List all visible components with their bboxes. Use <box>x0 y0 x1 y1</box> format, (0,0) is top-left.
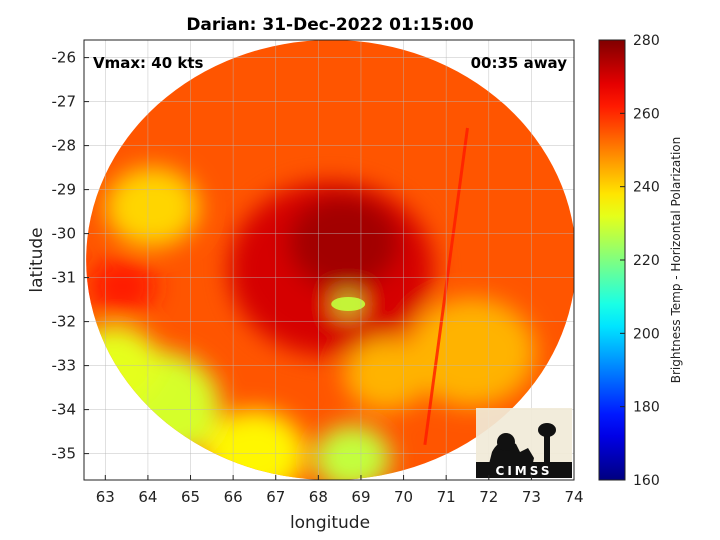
x-axis-ticks: 63 64 65 66 67 68 69 70 71 72 73 74 <box>96 475 584 506</box>
x-tick-label: 68 <box>309 488 328 506</box>
y-tick-label: -33 <box>52 357 77 375</box>
y-tick-label: -35 <box>52 445 77 463</box>
x-tick-label: 74 <box>564 488 583 506</box>
colorbar-tick-label: 260 <box>633 106 660 122</box>
x-tick-label: 63 <box>96 488 115 506</box>
colorbar-tick-label: 280 <box>633 33 660 49</box>
chart-title: Darian: 31-Dec-2022 01:15:00 <box>186 15 474 35</box>
colorbar-label: Brightness Temp - Horizontal Polarizatio… <box>669 137 683 384</box>
colorbar-tick-label: 220 <box>633 253 660 269</box>
colorbar-tick-label: 180 <box>633 400 660 416</box>
y-axis-label: latitude <box>27 227 47 292</box>
x-tick-label: 66 <box>224 488 243 506</box>
plot-frame <box>83 39 575 481</box>
swath-feature <box>407 298 536 407</box>
y-tick-label: -32 <box>52 313 77 331</box>
colorbar-tick-label: 200 <box>633 326 660 342</box>
time-away-annotation: 00:35 away <box>471 54 568 72</box>
swath-feature <box>314 425 391 480</box>
x-tick-label: 73 <box>522 488 541 506</box>
swath-feature <box>88 257 157 316</box>
y-tick-label: -26 <box>52 49 77 67</box>
logo-dish <box>497 433 515 451</box>
cimss-logo: CIMSS <box>476 408 572 478</box>
swath-feature <box>288 195 400 290</box>
y-tick-label: -30 <box>52 225 77 243</box>
logo-tower <box>544 434 550 466</box>
colorbar: 280 260 240 220 200 180 160 Brightness Temp - … <box>598 33 683 489</box>
logo-band <box>476 462 572 478</box>
y-tick-label: -28 <box>52 137 77 155</box>
swath-feature <box>105 167 200 248</box>
swath-feature <box>343 338 430 411</box>
colorbar-tick-label: 240 <box>633 180 660 196</box>
logo-text: CIMSS <box>496 464 553 478</box>
x-tick-label: 67 <box>266 488 285 506</box>
x-tick-label: 70 <box>394 488 413 506</box>
x-tick-label: 71 <box>437 488 456 506</box>
x-tick-label: 65 <box>181 488 200 506</box>
y-tick-label: -34 <box>52 401 77 419</box>
y-tick-label: -29 <box>52 181 77 199</box>
colorbar-tick-label: 160 <box>633 473 660 489</box>
y-axis-ticks: -26 -27 -28 -29 -30 -31 -32 -33 -34 -35 <box>52 49 89 463</box>
plot-area: CIMSS Vmax: 40 kts 00:35 away <box>83 39 575 481</box>
vmax-annotation: Vmax: 40 kts <box>93 54 203 72</box>
y-tick-label: -27 <box>52 93 77 111</box>
x-tick-label: 69 <box>351 488 370 506</box>
x-axis-label: longitude <box>290 513 370 533</box>
colorbar-ticks: 280 260 240 220 200 180 160 <box>620 33 660 489</box>
logo-tower-tank <box>538 423 556 437</box>
eye-feature <box>331 297 366 311</box>
y-tick-label: -31 <box>52 269 77 287</box>
x-tick-label: 64 <box>138 488 157 506</box>
x-tick-label: 72 <box>479 488 498 506</box>
